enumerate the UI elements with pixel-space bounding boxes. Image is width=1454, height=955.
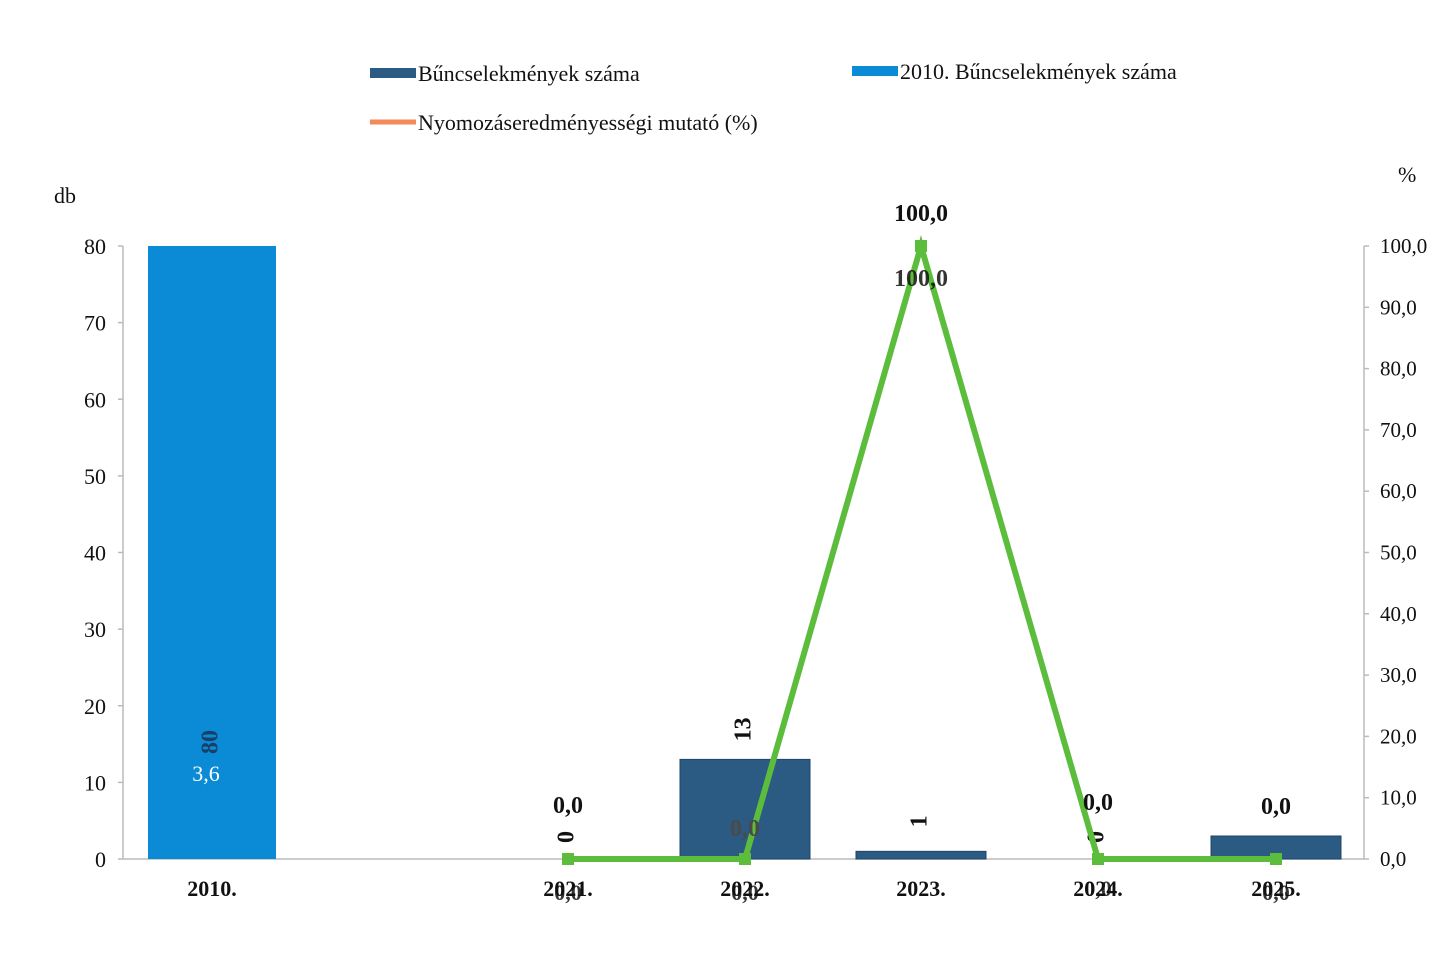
left-tick-label: 80 <box>84 234 106 259</box>
legend-label: 2010. Bűncselekmények száma <box>900 59 1177 84</box>
left-tick-label: 40 <box>84 541 106 566</box>
bar-value-label: 0 <box>554 831 580 843</box>
left-tick-label: 20 <box>84 694 106 719</box>
left-tick-label: 0 <box>95 847 106 872</box>
legend-swatch <box>370 68 416 78</box>
right-tick-label: 20,0 <box>1380 724 1417 748</box>
extra-data-label: 0,0 <box>1084 876 1112 901</box>
right-tick-label: 90,0 <box>1380 295 1417 319</box>
category-label: 2024. <box>1073 876 1123 901</box>
right-tick-label: 40,0 <box>1380 602 1417 626</box>
line-value-label: 100,0 <box>894 201 948 227</box>
right-tick-label: 10,0 <box>1380 786 1417 810</box>
legend-label: Bűncselekmények száma <box>418 61 640 86</box>
line-marker <box>1270 853 1282 865</box>
extra-data-label: 100,0 <box>894 266 948 292</box>
bar-crime-count <box>679 758 811 860</box>
category-label: 2021. <box>543 876 593 901</box>
legend-swatch <box>852 66 898 76</box>
bar-value-label: 1 <box>907 815 933 827</box>
legend-label: Nyomozáseredményességi mutató (%) <box>418 110 758 135</box>
line-value-label: 0,0 <box>1083 790 1113 816</box>
right-tick-label: 50,0 <box>1380 541 1417 565</box>
category-label: 2010. <box>187 876 237 901</box>
left-tick-label: 30 <box>84 617 106 642</box>
right-tick-label: 80,0 <box>1380 357 1417 381</box>
bar-2010-count <box>148 246 276 859</box>
category-label: 2023. <box>896 876 946 901</box>
right-tick-label: 100,0 <box>1380 234 1427 258</box>
category-label: 2025. <box>1251 876 1301 901</box>
extra-data-label: 0,0 <box>554 880 582 905</box>
bar-value-label: 80 <box>198 730 224 754</box>
line-value-label: 0,0 <box>553 793 583 819</box>
left-tick-label: 70 <box>84 311 106 336</box>
category-label: 2022. <box>720 876 770 901</box>
right-tick-label: 60,0 <box>1380 479 1417 503</box>
left-axis-label: db <box>54 183 76 208</box>
extra-data-label: 0,0 <box>1262 880 1290 905</box>
extra-data-label: 0,0 <box>731 880 759 905</box>
bar-crime-count <box>855 850 987 860</box>
line-marker <box>739 853 751 865</box>
left-tick-label: 60 <box>84 387 106 412</box>
extra-data-label: 3,6 <box>192 761 220 786</box>
right-tick-label: 30,0 <box>1380 663 1417 687</box>
left-tick-label: 50 <box>84 464 106 489</box>
line-marker <box>562 853 574 865</box>
line-marker <box>1092 853 1104 865</box>
right-axis-label: % <box>1398 162 1416 187</box>
line-investigation-rate <box>568 235 1276 862</box>
right-tick-label: 0,0 <box>1380 847 1406 871</box>
line-value-label: 0,0 <box>730 816 760 842</box>
line-marker <box>915 240 927 252</box>
left-tick-label: 10 <box>84 770 106 795</box>
bar-value-label: 13 <box>731 717 757 741</box>
line-value-label: 0,0 <box>1261 794 1291 820</box>
right-tick-label: 70,0 <box>1380 418 1417 442</box>
extra-data-label: 0,0 <box>730 816 760 842</box>
